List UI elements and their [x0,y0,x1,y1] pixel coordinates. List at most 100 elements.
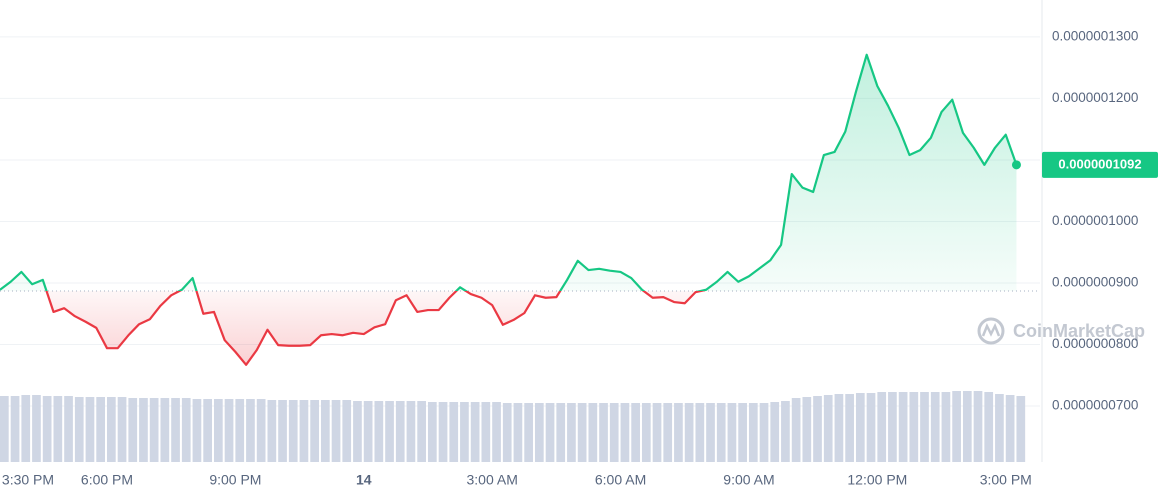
volume-bar [748,403,758,462]
volume-bar [481,402,491,462]
volume-bar [823,395,833,462]
volume-bar [139,398,148,462]
volume-bar [556,403,566,462]
volume-bar [117,397,127,462]
volume-bar [0,396,9,462]
price-tag [1042,151,1158,178]
volume-bar [855,393,865,462]
volume-bar [492,402,501,462]
labels: 0.0000000700 0.0000000800 0.0000000900 0.00… [2,28,1158,488]
x-tick-label: 6:00 PM [81,472,133,488]
volume-bar [310,400,319,462]
volume-bar [909,392,919,462]
watermark-text: CoinMarketCap [1013,321,1145,341]
volume-bar [599,403,608,462]
y-tick-label: 0.0000001300 [1052,28,1138,43]
volume-bar [96,397,105,462]
x-tick-label: 9:00 PM [209,472,261,488]
volume-bar [684,403,694,462]
volume-bar [10,396,20,462]
price-tag-text: 0.0000001092 [1058,156,1141,171]
volume-bar [267,400,277,462]
volume-bar [577,403,587,462]
x-tick-label: 3:00 AM [466,472,517,488]
y-tick-label: 0.0000001200 [1052,90,1138,105]
grid [0,36,1040,407]
volume-bar [160,398,170,462]
volume-bar [342,400,352,462]
volume-bar [374,401,384,462]
price-area [0,54,1017,365]
x-tick-label: 3:30 PM [2,472,54,488]
volume-bar [395,401,405,462]
volume-bar [363,401,373,462]
volume-bar [438,402,448,462]
volume-bar [246,399,255,462]
volume-bar [85,397,95,462]
volume-bar [21,395,31,462]
volume-bar [171,398,180,462]
volume-bar [695,403,705,462]
volume-bar [663,403,673,462]
volume-bar [406,401,416,462]
plot [0,53,1040,366]
volume-bar [759,403,769,462]
volume-bar [213,399,223,462]
volume-bar [995,394,1004,462]
volume-bar [53,396,63,462]
volume-bar [256,399,266,462]
volume-bar [224,399,234,462]
volume-bar [845,394,854,462]
volume-bar [74,397,84,462]
volume-bar [631,403,640,462]
watermark-logo-mark [981,322,1001,337]
x-tick-label: 3:00 PM [980,472,1032,488]
volume-bar [449,402,459,462]
volume-bar [128,398,138,462]
volume-bar [203,399,212,462]
volume-bar [738,403,747,462]
volume-bar [952,391,961,462]
volume-bar [32,395,41,462]
volume-bar [588,403,598,462]
volume-bar [791,398,801,462]
y-tick-label: 0.0000001000 [1052,213,1138,228]
volume-bar [42,396,52,462]
volume-bar [353,401,362,462]
volume-bars [0,391,1026,462]
volume-bar [149,398,159,462]
x-tick-label: 12:00 PM [847,472,907,488]
y-tick-label: 0.0000000800 [1052,336,1138,351]
volume-bar [106,397,116,462]
volume-bar [331,400,341,462]
volume-bar [502,403,512,462]
volume-bar [652,403,662,462]
volume-bar [941,392,951,462]
watermark: CoinMarketCap [977,317,1145,345]
volume-bar [973,391,983,462]
volume-bar [278,400,287,462]
volume-bar [470,402,480,462]
volume-bar [235,399,245,462]
volume-bar [320,400,330,462]
volume-bar [545,403,555,462]
volume-bar [620,403,630,462]
volume-bar [417,401,426,462]
volume-bar [866,393,876,462]
last-point [1011,160,1021,170]
volume-bar [962,391,972,462]
y-tick-label: 0.0000000700 [1052,398,1138,413]
volume-bar [674,403,683,462]
volume-bar [288,400,298,462]
volume-bar [802,397,812,462]
volume-bar [64,396,73,462]
volume-bar [888,392,897,462]
volume-bar [567,403,576,462]
volume-bar [641,403,651,462]
volume-bar [1016,396,1026,462]
volume-bar [609,403,619,462]
volume-bar [781,401,790,462]
volume-bar [984,392,994,462]
